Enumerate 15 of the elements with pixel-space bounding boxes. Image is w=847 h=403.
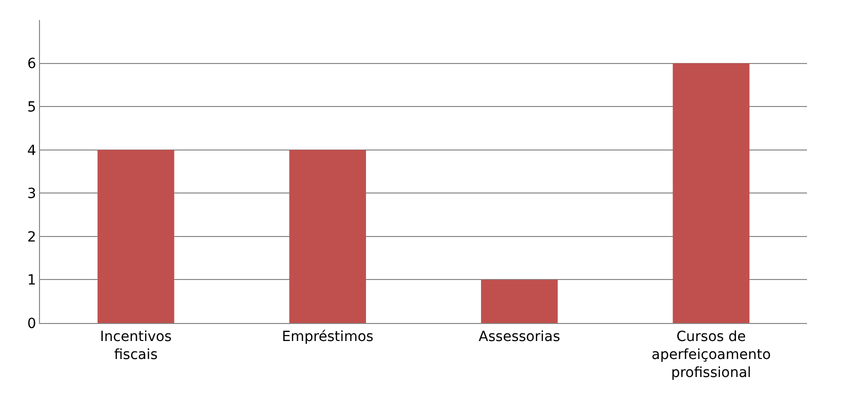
x-tick-label: Incentivos fiscais [100,328,172,363]
bar [672,63,750,323]
x-tick-label: Empréstimos [282,328,374,345]
bar [98,150,174,323]
bar [481,280,558,323]
y-tick-label: 6 [27,56,36,72]
y-tick-label: 4 [27,142,36,159]
y-tick-label: 1 [27,272,36,289]
y-tick-label: 0 [27,316,36,332]
y-tick-label: 2 [27,229,36,246]
bar [289,150,366,323]
y-tick-label: 3 [27,186,36,202]
x-tick-label: Assessorias [478,328,560,345]
y-tick-label: 5 [27,99,36,116]
x-tick-label: Cursos de aperfeiçoamento profissional [651,328,771,382]
